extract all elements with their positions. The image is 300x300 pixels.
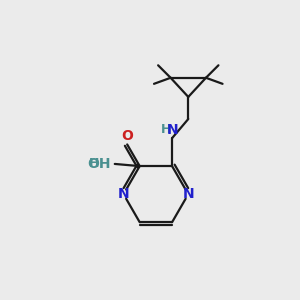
Text: O: O: [121, 129, 133, 143]
Text: H: H: [160, 123, 171, 136]
Text: N: N: [118, 187, 129, 201]
Text: N: N: [167, 123, 178, 137]
Text: OH: OH: [87, 157, 110, 171]
Text: H: H: [89, 158, 100, 170]
Text: N: N: [182, 187, 194, 201]
